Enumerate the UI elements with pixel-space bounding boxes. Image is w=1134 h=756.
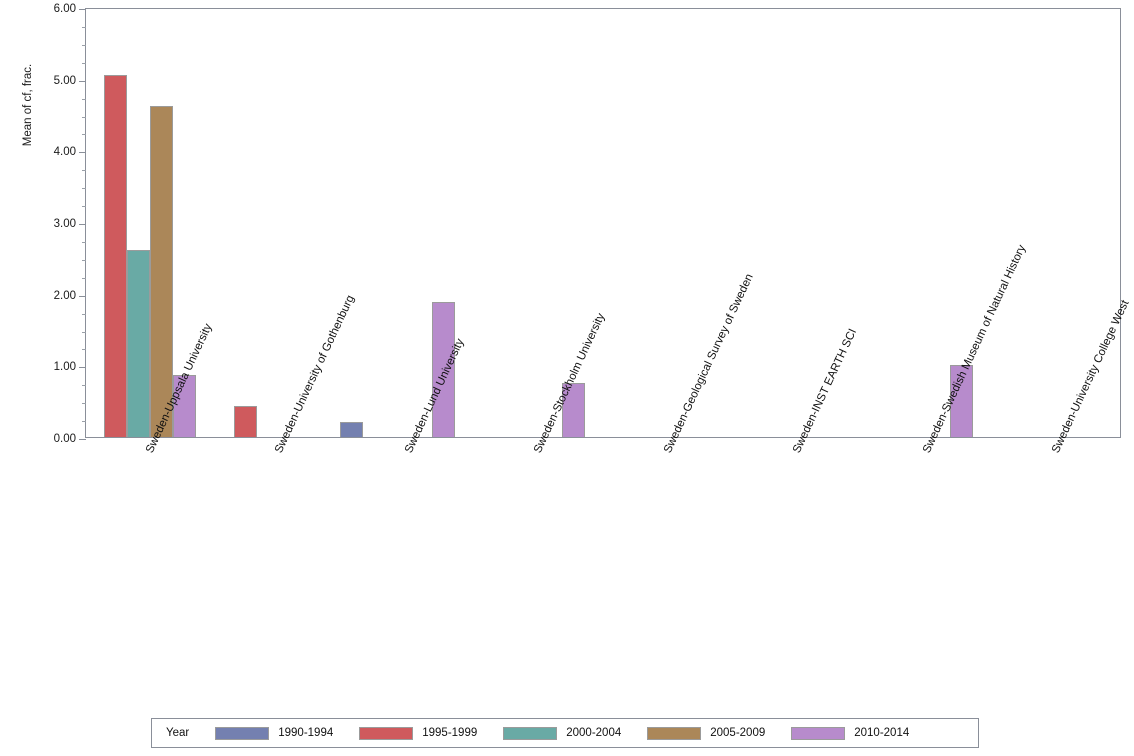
- y-minor-tick-mark: [82, 403, 86, 405]
- legend-title: Year: [166, 727, 190, 739]
- legend-label: 1990-1994: [278, 727, 334, 739]
- y-tick-label: 5.00: [53, 74, 76, 87]
- plot-inner: 0.00 1.00 2.00 3.00 4.00 5.00 6.00: [54, 3, 1120, 445]
- bar: [150, 105, 174, 437]
- y-minor-tick-mark: [82, 331, 86, 333]
- bar: [173, 374, 197, 437]
- bar: [950, 365, 974, 437]
- y-minor-tick-mark: [82, 116, 86, 118]
- plot-area: 0.00 1.00 2.00 3.00 4.00 5.00 6.00: [54, 3, 1121, 445]
- bar: [561, 382, 585, 437]
- legend-swatch: [647, 726, 702, 740]
- y-minor-tick-mark: [82, 62, 86, 64]
- legend-label: 2010-2014: [854, 727, 910, 739]
- bar: [127, 249, 151, 437]
- y-tick-mark: [79, 80, 86, 82]
- legend-entries: 1990-1994 1995-1999 2000-2004 2005-2009 2010…: [215, 726, 935, 740]
- y-minor-tick-mark: [82, 188, 86, 190]
- legend-entry[interactable]: 2005-2009: [647, 726, 766, 740]
- bar: [432, 302, 456, 437]
- legend-entry[interactable]: 2000-2004: [503, 726, 622, 740]
- y-tick-label: 4.00: [53, 146, 76, 159]
- legend-label: 1995-1999: [422, 727, 478, 739]
- bar: [104, 75, 128, 437]
- y-tick-label: 6.00: [53, 3, 76, 15]
- legend-swatch: [215, 726, 270, 740]
- y-minor-tick-mark: [82, 313, 86, 315]
- legend-entry[interactable]: 1995-1999: [359, 726, 478, 740]
- y-tick-label: 0.00: [53, 433, 76, 445]
- legend: Year 1990-1994 1995-1999 2000-2004 2005-200…: [151, 718, 979, 748]
- bar: [340, 421, 364, 437]
- legend-swatch: [791, 726, 846, 740]
- legend-entry[interactable]: 1990-1994: [215, 726, 334, 740]
- y-minor-tick-mark: [82, 98, 86, 100]
- y-tick-mark: [79, 152, 86, 154]
- bar: [233, 406, 257, 437]
- y-minor-tick-mark: [82, 421, 86, 423]
- y-axis-label: Mean of cf, frac.: [22, 63, 34, 147]
- legend-label: 2005-2009: [710, 727, 766, 739]
- y-tick-mark: [79, 367, 86, 369]
- y-tick-label: 2.00: [53, 289, 76, 302]
- y-tick-label: 3.00: [53, 218, 76, 230]
- legend-entry[interactable]: 2010-2014: [791, 726, 910, 740]
- legend-swatch: [359, 726, 414, 740]
- y-tick-mark: [79, 224, 86, 225]
- y-tick-mark: [79, 9, 86, 10]
- legend-label: 2000-2004: [566, 727, 622, 739]
- y-minor-tick-mark: [82, 26, 86, 28]
- y-tick-mark: [79, 439, 86, 440]
- y-minor-tick-mark: [82, 385, 86, 387]
- y-tick-label: 1.00: [53, 361, 76, 374]
- y-minor-tick-mark: [82, 349, 86, 351]
- legend-swatch: [503, 726, 558, 740]
- y-tick-mark: [79, 295, 86, 297]
- y-minor-tick-mark: [82, 44, 86, 46]
- y-minor-tick-mark: [82, 241, 86, 243]
- y-minor-tick-mark: [82, 134, 86, 136]
- y-minor-tick-mark: [82, 277, 86, 279]
- y-minor-tick-mark: [82, 206, 86, 208]
- y-minor-tick-mark: [82, 170, 86, 172]
- y-minor-tick-mark: [82, 259, 86, 261]
